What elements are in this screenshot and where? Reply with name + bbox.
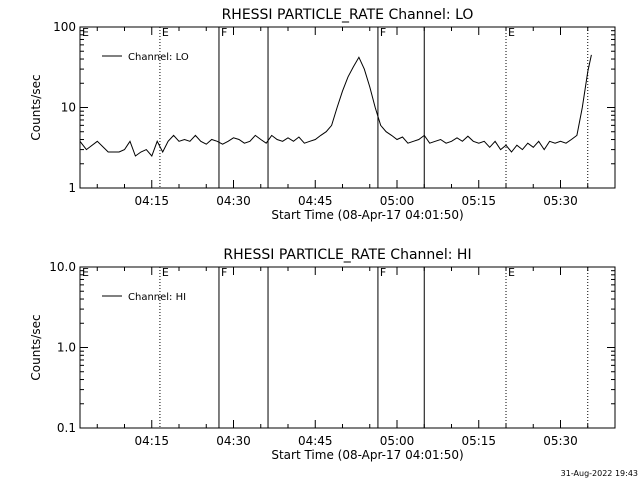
event-marker-label: F	[380, 266, 386, 279]
event-marker-label: F	[380, 26, 386, 39]
x-tick-label: 05:30	[543, 434, 578, 448]
event-marker-label: E	[508, 266, 515, 279]
event-marker-label: F	[221, 266, 227, 279]
event-edge-label: E	[82, 266, 89, 279]
y-tick-label: 0.1	[57, 421, 76, 435]
y-tick-label: 1	[68, 181, 76, 195]
y-tick-label: 1.0	[57, 341, 76, 355]
event-marker-label: E	[508, 26, 515, 39]
event-marker-label: E	[162, 26, 169, 39]
y-tick-label: 10.0	[49, 260, 76, 274]
y-axis-label: Counts/sec	[29, 314, 43, 380]
event-marker-label: E	[162, 266, 169, 279]
x-tick-label: 04:30	[216, 434, 251, 448]
x-tick-label: 04:15	[134, 434, 169, 448]
x-tick-label: 05:15	[461, 434, 496, 448]
legend-label: Channel: LO	[128, 52, 189, 63]
y-tick-label: 100	[53, 20, 76, 34]
x-tick-label: 04:30	[216, 194, 251, 208]
legend-label: Channel: HI	[128, 292, 186, 303]
y-axis-label: Counts/sec	[29, 74, 43, 140]
x-axis-label: Start Time (08-Apr-17 04:01:50)	[271, 448, 463, 462]
x-tick-label: 04:45	[298, 194, 333, 208]
x-tick-label: 04:45	[298, 434, 333, 448]
hi-channel-panel: RHESSI PARTICLE_RATE Channel: HI 0.1 1.0 10…	[29, 247, 616, 462]
x-tick-label: 05:00	[380, 434, 415, 448]
x-tick-label: 05:30	[543, 194, 578, 208]
y-tick-label: 10	[61, 101, 76, 115]
footer-timestamp: 31-Aug-2022 19:43	[561, 469, 638, 478]
event-edge-label: E	[82, 26, 89, 39]
x-tick-label: 05:15	[461, 194, 496, 208]
x-tick-label: 05:00	[380, 194, 415, 208]
chart-title: RHESSI PARTICLE_RATE Channel: HI	[223, 247, 471, 263]
x-tick-label: 04:15	[134, 194, 169, 208]
series-line-0	[79, 54, 592, 157]
lo-channel-panel: RHESSI PARTICLE_RATE Channel: LO 1 10 100 Co…	[29, 7, 616, 222]
x-axis-label: Start Time (08-Apr-17 04:01:50)	[271, 208, 463, 222]
event-marker-label: F	[221, 26, 227, 39]
chart-title: RHESSI PARTICLE_RATE Channel: LO	[222, 7, 474, 23]
